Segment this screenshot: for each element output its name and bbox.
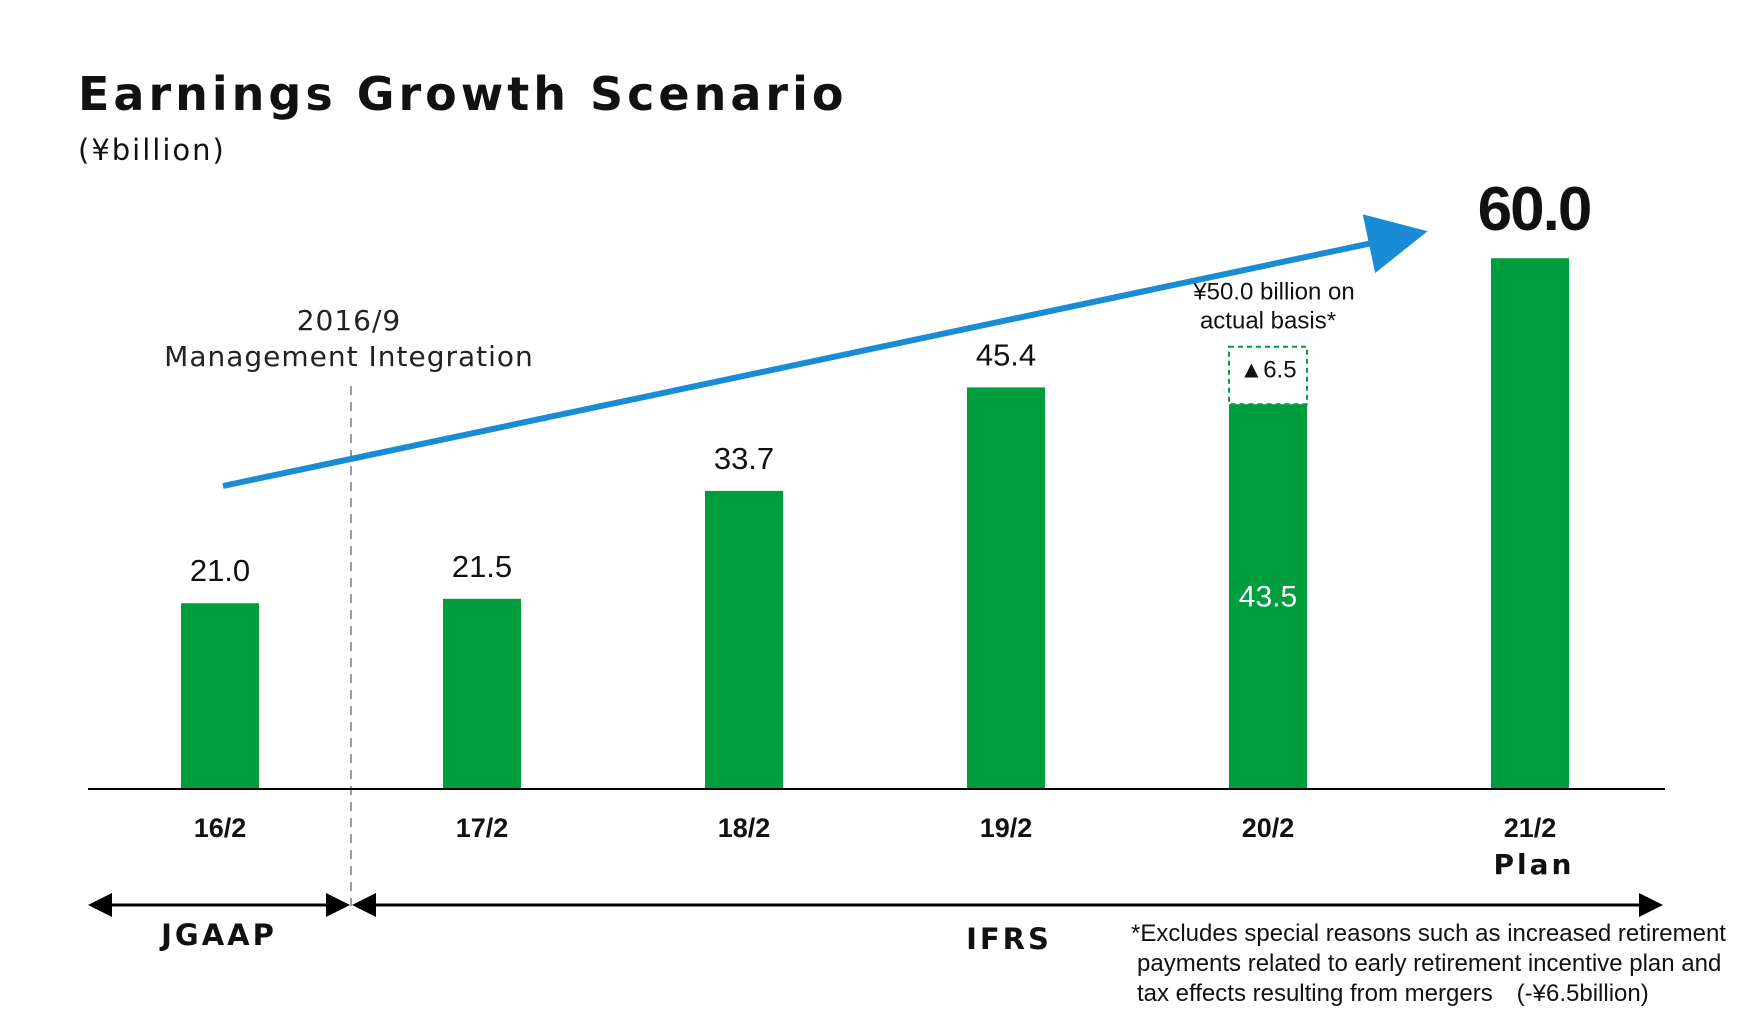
bar-value-label-20-2: 43.5	[1239, 581, 1297, 614]
footnote-line-3: tax effects resulting from mergers (-¥6.…	[1137, 980, 1649, 1007]
bar-value-label-17-2: 21.5	[452, 549, 512, 584]
footnote-line-1: *Excludes special reasons such as increa…	[1131, 920, 1726, 947]
category-label-16-2: 16/2	[194, 813, 247, 843]
plan-label: Plan	[1494, 848, 1575, 881]
unit-label: (¥billion)	[78, 133, 226, 167]
integration-date-label: 2016/9	[297, 304, 402, 337]
bar-18-2	[705, 490, 783, 789]
bar-value-label-16-2: 21.0	[190, 553, 250, 588]
bars-layer: 21.0 21.5 33.7 45.4 ▲6.5 ¥50.0 billion onactu…	[181, 175, 1592, 790]
bar-17-2	[443, 598, 521, 789]
bar-19-2	[967, 387, 1045, 789]
chart-title: Earnings Growth Scenario	[78, 67, 847, 121]
ifrs-label: IFRS	[966, 922, 1052, 956]
category-label-18-2: 18/2	[718, 813, 771, 843]
adjustment-value-label: ▲6.5	[1239, 357, 1296, 384]
bar-value-label-19-2: 45.4	[976, 337, 1036, 372]
integration-label: Management Integration	[164, 340, 534, 373]
bar-value-label-21-2: 60.0	[1478, 175, 1591, 244]
category-labels: 16/2 17/2 18/2 19/2 20/2 21/2 Plan	[194, 813, 1575, 881]
actual-basis-line-2: actual basis*	[1200, 308, 1336, 335]
actual-basis-line-1: ¥50.0 billion on	[1192, 279, 1354, 306]
category-label-21-2: 21/2	[1504, 813, 1557, 843]
adjustment-dashed-box	[1228, 345, 1308, 406]
bar-value-label-18-2: 33.7	[714, 441, 774, 476]
category-label-20-2: 20/2	[1242, 813, 1295, 843]
growth-trend-arrow	[222, 214, 1428, 489]
bar-21-2	[1491, 258, 1569, 790]
bar-16-2	[181, 603, 259, 789]
jgaap-label: JGAAP	[159, 918, 277, 952]
footnote-line-2: payments related to early retirement inc…	[1137, 950, 1721, 977]
category-label-17-2: 17/2	[456, 813, 509, 843]
bar-20-2	[1229, 404, 1307, 789]
category-label-19-2: 19/2	[980, 813, 1033, 843]
